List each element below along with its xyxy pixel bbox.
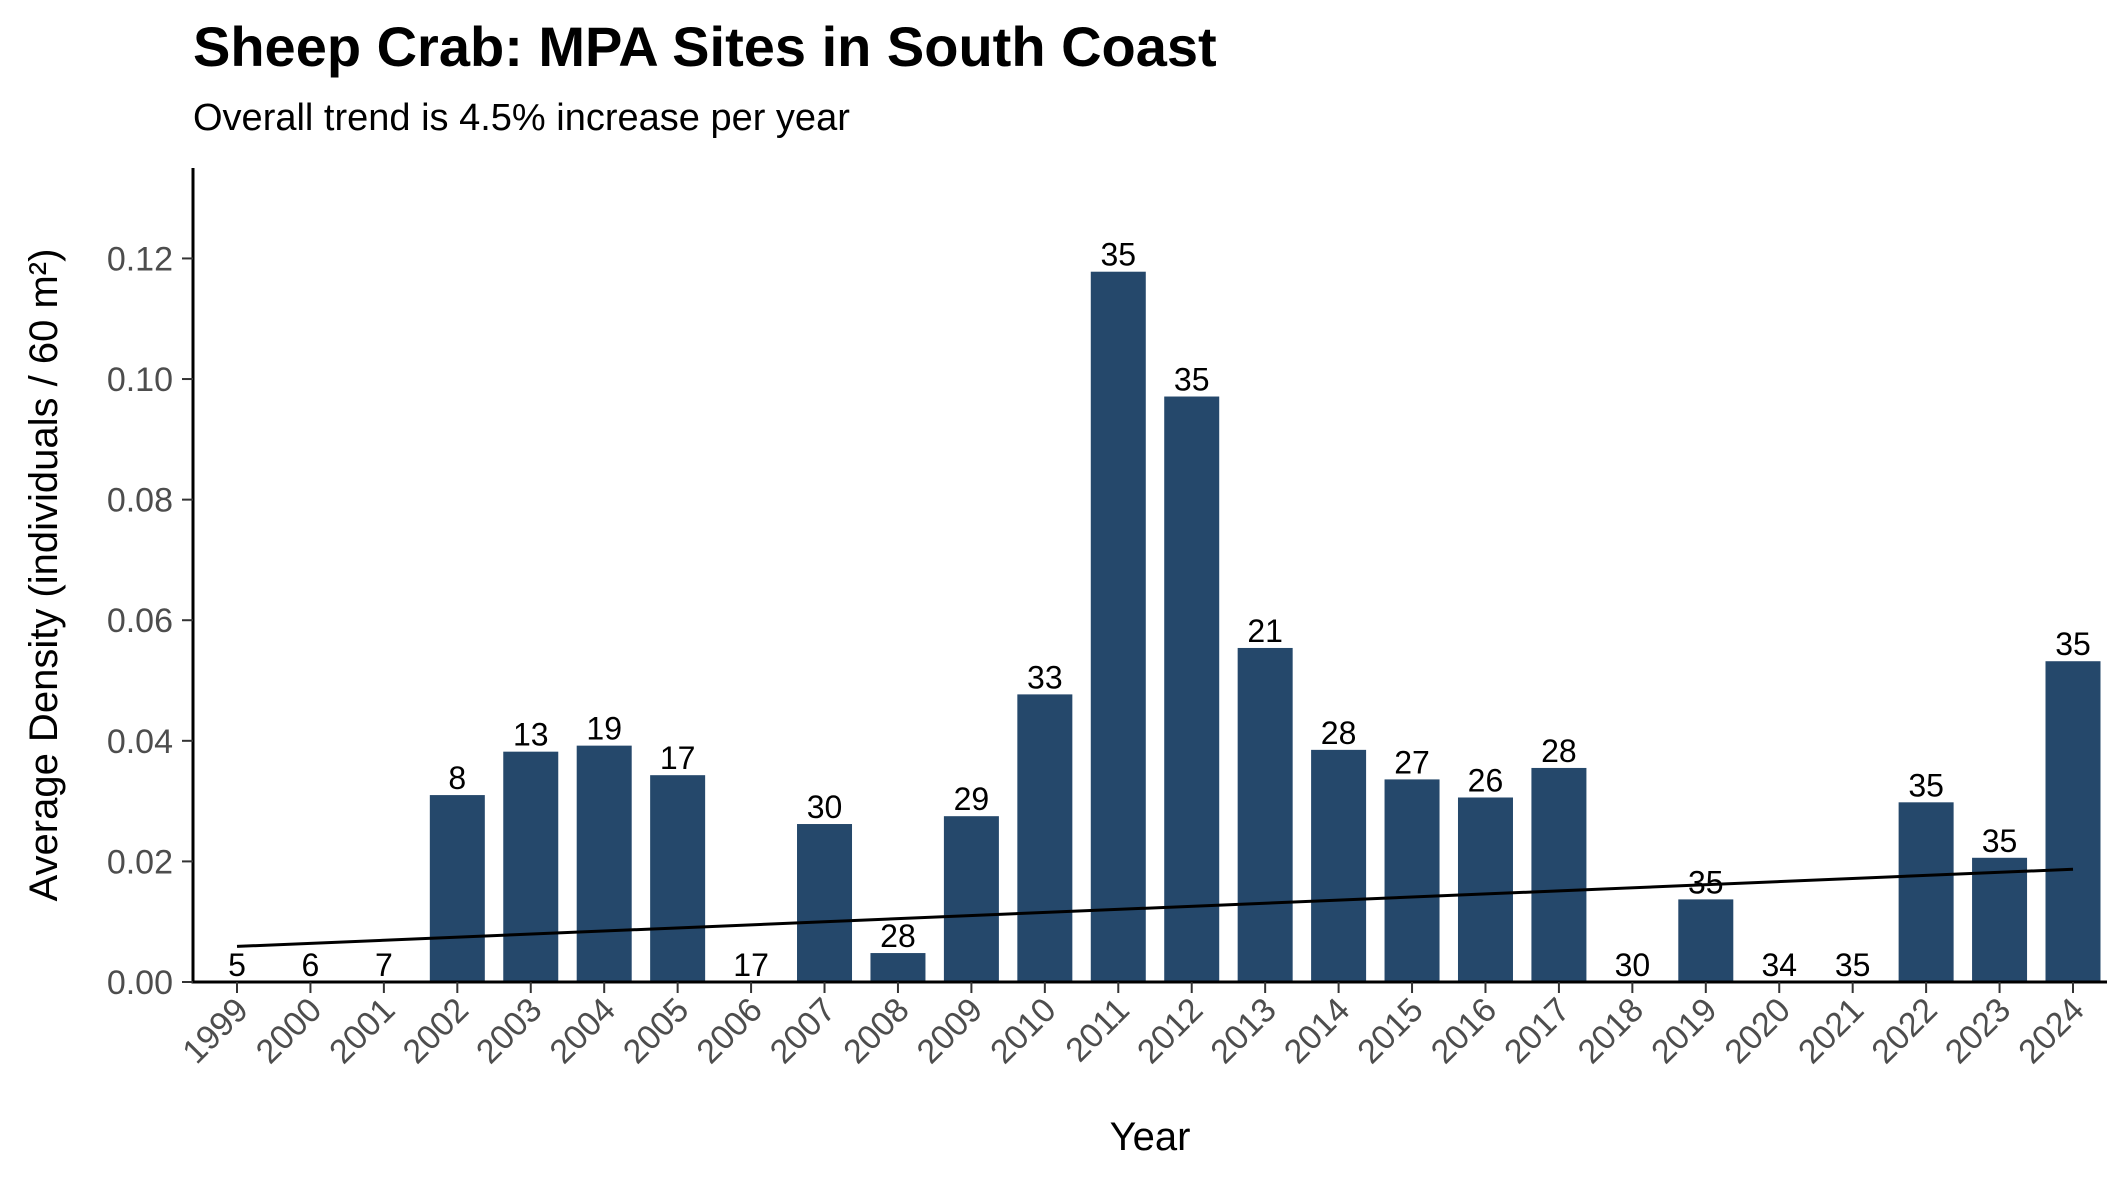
bar	[576, 745, 632, 982]
bar-label: 5	[228, 947, 246, 983]
bar-label: 8	[448, 760, 466, 796]
x-tick-label: 2007	[763, 991, 843, 1071]
y-tick-label: 0.10	[107, 361, 173, 399]
bar	[650, 775, 706, 982]
x-tick-label: 2008	[836, 991, 916, 1071]
bar-label: 28	[1541, 733, 1577, 769]
y-ticks-layer: 0.00 0.02 0.04 0.06 0.08 0.10 0.12	[107, 240, 193, 1002]
bar	[797, 824, 853, 982]
bar-label: 7	[375, 947, 393, 983]
bar	[2045, 661, 2101, 982]
x-tick-label: 2016	[1424, 991, 1504, 1071]
bar	[503, 751, 559, 982]
bar-label: 17	[660, 740, 696, 776]
x-tick-label: 2023	[1938, 991, 2018, 1071]
bar	[1311, 749, 1367, 982]
bar	[1972, 857, 2028, 982]
x-tick-label: 2021	[1791, 991, 1871, 1071]
bar	[1457, 797, 1513, 982]
x-tick-label: 2012	[1130, 991, 1210, 1071]
bar	[1017, 694, 1073, 982]
bar	[1384, 779, 1440, 982]
x-tick-label: 2018	[1571, 991, 1651, 1071]
trend-layer	[236, 867, 2074, 948]
bar	[1678, 899, 1734, 982]
bar-label: 35	[1174, 362, 1210, 398]
bar-label: 30	[807, 789, 843, 825]
x-tick-label: 2004	[543, 991, 623, 1071]
x-tick-label: 2013	[1203, 991, 1283, 1071]
x-tick-label: 2011	[1058, 991, 1137, 1070]
y-tick-label: 0.00	[107, 964, 173, 1002]
bar	[870, 953, 926, 982]
bar-label: 34	[1761, 947, 1797, 983]
x-tick-label: 1999	[175, 991, 255, 1071]
x-ticks-layer: 1999200020012002200320042005200620072008…	[175, 982, 2092, 1071]
bar-label: 6	[302, 947, 320, 983]
x-tick-label: 2014	[1277, 991, 1357, 1071]
x-tick-label: 2002	[396, 991, 476, 1071]
bar-label: 35	[1982, 823, 2018, 859]
trend-line	[236, 867, 2074, 948]
bar-label: 29	[954, 781, 990, 817]
bar	[943, 816, 999, 982]
bar	[1237, 647, 1293, 982]
x-tick-label: 2022	[1864, 991, 1944, 1071]
bar-label: 35	[1908, 767, 1944, 803]
x-tick-label: 2024	[2011, 991, 2091, 1071]
y-tick-label: 0.04	[107, 723, 173, 761]
x-tick-label: 2020	[1718, 991, 1798, 1071]
data-labels-layer: 5 6 7 8 13 19 17 17 30 28 29 33 35 35 21 28 27 26 28 30 35 34…	[228, 237, 2091, 983]
bar-label: 26	[1468, 762, 1504, 798]
bar-label: 30	[1615, 947, 1651, 983]
bar-label: 35	[2055, 626, 2091, 662]
x-tick-label: 2019	[1644, 991, 1724, 1071]
bar-label: 35	[1835, 947, 1871, 983]
bar-label: 28	[1321, 715, 1357, 751]
bar-label: 13	[513, 717, 549, 753]
bar	[1164, 396, 1220, 982]
x-tick-label: 2001	[322, 991, 402, 1071]
y-tick-label: 0.02	[107, 843, 173, 881]
x-tick-label: 2009	[910, 991, 990, 1071]
bar	[1531, 767, 1587, 982]
y-tick-label: 0.06	[107, 602, 173, 640]
bar-label: 27	[1394, 744, 1430, 780]
bar	[1898, 802, 1954, 982]
x-axis-label: Year	[1110, 1115, 1191, 1159]
y-axis-label: Average Density (individuals / 60 m²)	[22, 249, 66, 902]
x-tick-label: 2010	[983, 991, 1063, 1071]
bar-label: 35	[1100, 237, 1136, 273]
x-tick-label: 2005	[616, 991, 696, 1071]
bar	[1090, 271, 1146, 983]
chart-title: Sheep Crab: MPA Sites in South Coast	[193, 15, 1217, 78]
bar-label: 28	[880, 918, 916, 954]
bar-label: 19	[586, 711, 622, 747]
bar-label: 33	[1027, 659, 1063, 695]
x-tick-label: 2000	[249, 991, 329, 1071]
x-tick-label: 2006	[689, 991, 769, 1071]
x-tick-label: 2003	[469, 991, 549, 1071]
x-tick-label: 2015	[1350, 991, 1430, 1071]
y-tick-label: 0.08	[107, 482, 173, 520]
bar-label: 35	[1688, 864, 1724, 900]
bars-layer	[429, 271, 2101, 983]
bar-label: 17	[733, 947, 769, 983]
x-tick-label: 2017	[1497, 991, 1577, 1071]
bar-label: 21	[1247, 613, 1283, 649]
chart-subtitle: Overall trend is 4.5% increase per year	[193, 97, 850, 139]
y-tick-label: 0.12	[107, 240, 173, 278]
axes-layer	[191, 168, 2107, 984]
bar	[429, 795, 485, 982]
